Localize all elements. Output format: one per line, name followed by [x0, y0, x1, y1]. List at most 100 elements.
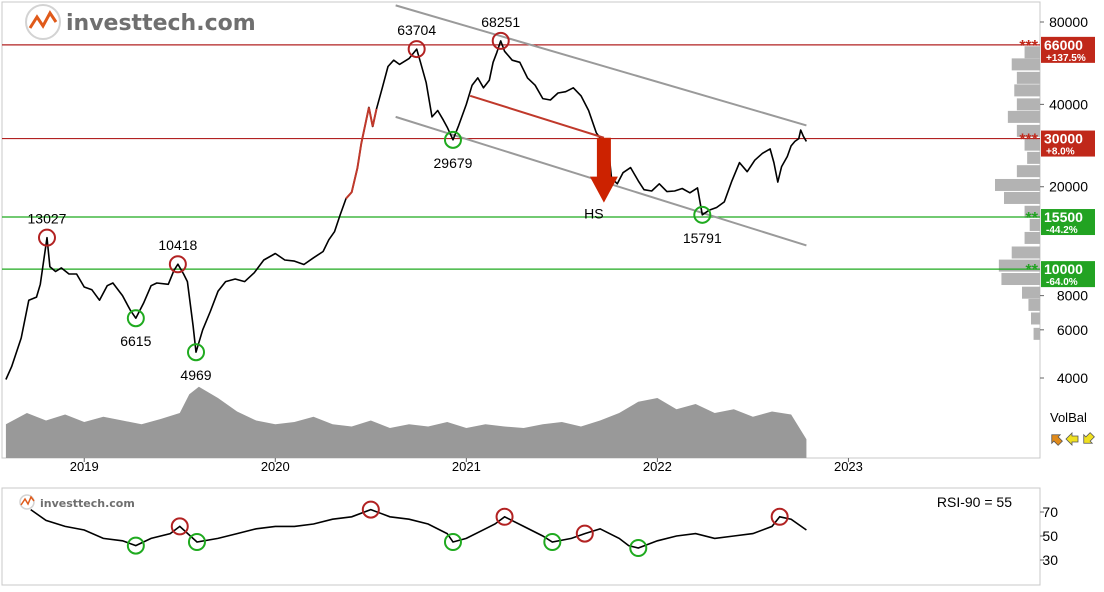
x-tick-label: 2020 — [261, 459, 290, 474]
hs-target-arrow-icon — [589, 137, 618, 203]
volume-profile-bar — [1033, 327, 1040, 340]
price-y-axis: 80000 40000 20000 8000 6000 4000 — [1040, 14, 1088, 386]
level-value: 15500 — [1044, 209, 1083, 225]
volume-profile-bar — [1014, 84, 1040, 97]
volume-profile-bar — [1016, 124, 1040, 137]
brand-name-small: investtech.com — [40, 497, 135, 510]
level-stars: *** — [1019, 38, 1038, 55]
volume-profile-bar — [1022, 286, 1040, 299]
rsi-circle-bottom — [543, 533, 562, 551]
level-label-box — [1041, 36, 1095, 63]
level-labels: *** 66000+137.5% *** 30000+8.0% ** 15500-44.2… — [1019, 36, 1095, 288]
volume-profile-bar — [1027, 151, 1040, 164]
x-tick-label: 2023 — [834, 459, 863, 474]
channel-line-upper — [395, 4, 807, 127]
level-change: -64.0% — [1046, 277, 1078, 288]
y-tick-label: 40000 — [1049, 96, 1088, 112]
rsi-value-label: RSI-90 = 55 — [937, 494, 1012, 510]
volbal-label: VolBal — [1050, 410, 1087, 425]
volume-profile-bar — [1029, 218, 1040, 231]
level-change: +8.0% — [1046, 147, 1075, 158]
level-stars: *** — [1019, 132, 1038, 149]
volume-profile-bar — [1007, 110, 1040, 123]
rsi-circle-bottom — [443, 533, 462, 551]
volume-profile-bar — [1011, 246, 1040, 259]
rsi-circle-top — [170, 517, 189, 536]
price-line — [5, 40, 808, 380]
rsi-circle-bottom — [629, 539, 648, 557]
y-tick-label: 6000 — [1057, 322, 1088, 338]
rsi-panel — [1, 487, 1041, 586]
volume-profile-bar — [995, 178, 1040, 191]
pivot-circle-top — [168, 255, 187, 274]
brand-logo[interactable]: investtech.com — [25, 4, 256, 40]
price-panel — [1, 1, 1041, 459]
pivot-circle-top — [491, 31, 510, 50]
pivot-label: 15791 — [683, 230, 722, 246]
volbal-arrow-icon — [1083, 432, 1095, 444]
pivot-label: 29679 — [434, 155, 473, 171]
rsi-tick-label: 50 — [1042, 528, 1058, 544]
pivot-label: 10418 — [158, 237, 197, 253]
logo-zigzag-icon — [28, 10, 58, 29]
level-label-box — [1041, 130, 1095, 157]
rsi-tick-label: 30 — [1042, 552, 1058, 568]
rsi-circle-top — [361, 500, 380, 519]
volbal-arrow-icon — [1051, 434, 1063, 446]
level-change: -44.2% — [1046, 225, 1078, 236]
rsi-series: 70 50 30 RSI-90 = 55 — [30, 494, 1058, 568]
level-value: 10000 — [1044, 261, 1083, 277]
rsi-circle-top — [575, 524, 594, 543]
volbal-legend: VolBal — [1050, 410, 1095, 446]
pivot-circle-bottom — [443, 130, 462, 149]
volume-profile-bar — [1031, 312, 1040, 325]
pivot-label: 4969 — [180, 367, 211, 383]
brand-logo-small: investtech.com — [19, 494, 135, 510]
support-resistance-lines — [2, 44, 1040, 270]
hs-neckline — [469, 94, 605, 139]
volbal-arrow-icon — [1065, 432, 1079, 446]
volume-profile-bar — [1016, 98, 1040, 111]
level-change: +137.5% — [1046, 53, 1086, 64]
level-label-box — [1041, 261, 1095, 288]
rsi-circle-top — [495, 507, 514, 526]
volbal-area-path — [5, 386, 807, 458]
pivot-label: 6615 — [120, 333, 151, 349]
volume-profile-bar — [1024, 205, 1040, 218]
volume-profile-bar — [1001, 273, 1040, 286]
pivot-circle-bottom — [693, 205, 712, 224]
level-label-box — [1041, 209, 1095, 236]
level-value: 30000 — [1044, 131, 1083, 147]
rsi-line — [30, 508, 807, 549]
pivot-label: 13027 — [28, 211, 67, 227]
volume-profile-bar — [1016, 165, 1040, 178]
level-value: 66000 — [1044, 37, 1083, 53]
y-tick-label: 4000 — [1057, 370, 1088, 386]
y-tick-label: 80000 — [1049, 14, 1088, 30]
price-annotations: 13027 10418 6615 4969 63704 68251 29679 15791 — [28, 14, 722, 383]
volbal-area — [5, 386, 807, 458]
pivot-circle-top — [37, 228, 56, 247]
hs-label: HS — [584, 206, 603, 222]
x-tick-label: 2021 — [452, 459, 481, 474]
logo-small-zigzag-icon — [20, 495, 35, 506]
level-stars: ** — [1026, 262, 1039, 279]
x-tick-label: 2019 — [70, 459, 99, 474]
y-tick-label: 8000 — [1057, 288, 1088, 304]
volume-profile-bar — [1028, 298, 1040, 311]
price-series — [5, 40, 808, 380]
volume-profile-bar — [1024, 46, 1040, 59]
pivot-label: 63704 — [397, 22, 436, 38]
volume-profile-bar — [1016, 71, 1040, 84]
volume-profile-bar — [1004, 191, 1040, 204]
price-line-breakout — [345, 107, 378, 200]
level-stars: ** — [1026, 210, 1039, 227]
x-axis: 2019 2020 2021 2022 2023 — [70, 458, 863, 474]
brand-name: investtech.com — [66, 11, 256, 36]
rsi-circle-bottom — [187, 533, 206, 551]
volume-profile-bar — [1011, 58, 1040, 71]
rsi-tick-label: 70 — [1042, 504, 1058, 520]
pivot-circle-bottom — [187, 343, 206, 362]
y-tick-label: 20000 — [1049, 179, 1088, 195]
